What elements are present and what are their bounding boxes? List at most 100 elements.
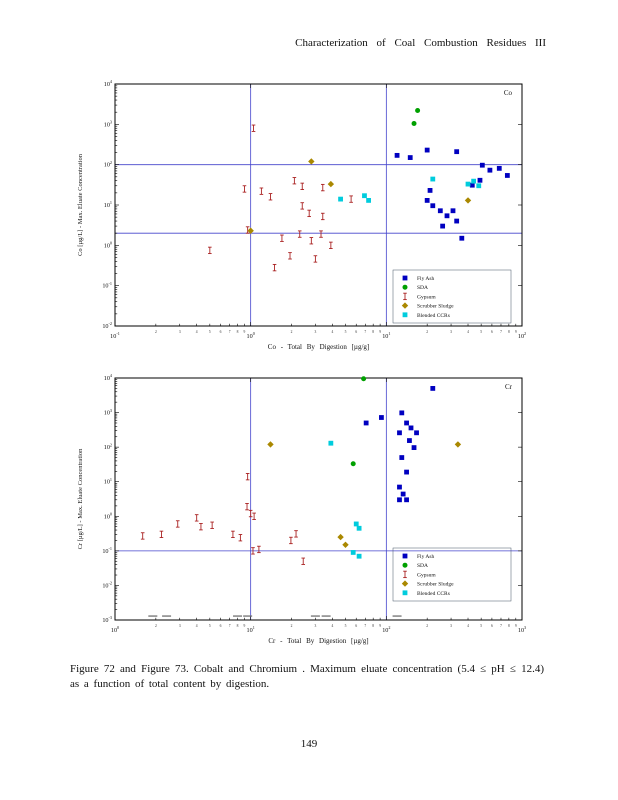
- y-axis-label: Co [µg/L] - Max. Eluate Concentration: [77, 153, 84, 256]
- legend-label: SDA: [417, 285, 428, 291]
- reference-gridlines: [115, 378, 522, 620]
- series-sda: [350, 376, 367, 467]
- minor-tick-label: 7: [229, 330, 231, 334]
- minor-tick-label: 2: [155, 330, 157, 334]
- series-sda: [411, 108, 421, 126]
- minor-tick-label: 6: [355, 624, 357, 628]
- plot-frame: [114, 377, 523, 621]
- minor-tick-label: 2: [291, 624, 293, 628]
- minor-tick-label: 4: [467, 330, 469, 334]
- minor-tick-label: 8: [508, 624, 510, 628]
- legend-label: Gypsum: [417, 572, 436, 578]
- minor-tick-label: 7: [500, 624, 502, 628]
- series-gypsum: [208, 124, 353, 272]
- minor-tick-label: 7: [500, 330, 502, 334]
- series-fly-ash: [363, 386, 436, 503]
- tick-label: 102: [518, 331, 526, 340]
- minor-tick-label: 6: [355, 330, 357, 334]
- tick-label: 101: [104, 200, 112, 209]
- minor-tick-label: 5: [345, 330, 347, 334]
- series-blended-ccrs: [338, 176, 482, 203]
- page-header: Characterization of Coal Combustion Resi…: [295, 37, 546, 49]
- minor-tick-label: 8: [372, 330, 374, 334]
- tick-label: 100: [104, 241, 112, 250]
- tick-label: 102: [104, 160, 112, 169]
- minor-tick-label: 2: [291, 330, 293, 334]
- cobalt-chart-figure: 10-1 2 3 4 5 6 7 8 9 100 2 3 4 5 6 7 8 9 101 2 3 4 5 6 7 8 9 102 10-…: [70, 74, 548, 356]
- minor-tick-label: 9: [379, 624, 381, 628]
- minor-tick-label: 4: [331, 330, 333, 334]
- minor-tick-label: 3: [450, 330, 452, 334]
- minor-tick-label: 3: [314, 624, 316, 628]
- x-axis-label: Co - Total By Digestion [µg/g]: [268, 343, 369, 351]
- plot-frame: [114, 83, 523, 327]
- corner-label: Cr: [505, 383, 513, 391]
- legend-label: Fly Ash: [417, 554, 435, 560]
- tick-label: 102: [104, 442, 112, 451]
- tick-label: 101: [104, 477, 112, 486]
- minor-tick-label: 5: [480, 330, 482, 334]
- axis-ticks: [114, 377, 523, 621]
- page-number: 149: [300, 738, 318, 750]
- minor-tick-label: 2: [426, 330, 428, 334]
- tick-label: 10-1: [102, 281, 112, 290]
- tick-label: 10-1: [102, 546, 112, 555]
- axis-ticks: [114, 83, 523, 327]
- minor-tick-label: 6: [491, 330, 493, 334]
- series-fly-ash: [394, 147, 510, 241]
- legend-label: Scrubber Sludge: [417, 582, 454, 588]
- legend-label: Blended CCRs: [417, 313, 450, 319]
- minor-tick-label: 3: [314, 330, 316, 334]
- tick-label: 10-2: [102, 581, 112, 590]
- series-scrubber-sludge: [267, 441, 462, 548]
- minor-tick-label: 8: [237, 624, 239, 628]
- minor-tick-label: 2: [155, 624, 157, 628]
- tick-label: 104: [104, 373, 113, 382]
- minor-tick-label: 3: [179, 624, 181, 628]
- minor-tick-label: 8: [372, 624, 374, 628]
- tick-label: 100: [104, 511, 112, 520]
- minor-tick-label: 5: [209, 624, 211, 628]
- tick-label: 102: [382, 625, 390, 634]
- tick-label: 101: [247, 625, 255, 634]
- tick-label: 103: [104, 408, 112, 417]
- minor-tick-label: 6: [220, 330, 222, 334]
- minor-tick-label: 7: [364, 330, 366, 334]
- minor-tick-label: 7: [229, 624, 231, 628]
- minor-tick-label: 4: [331, 624, 333, 628]
- minor-tick-label: 6: [491, 624, 493, 628]
- legend: Fly Ash SDA Gypsum Scrubber Sludge Blended C…: [392, 269, 512, 324]
- reference-gridlines: [115, 84, 522, 326]
- minor-tick-label: 5: [345, 624, 347, 628]
- minor-tick-label: 6: [220, 624, 222, 628]
- minor-tick-label: 4: [467, 624, 469, 628]
- tick-label: 100: [111, 625, 119, 634]
- minor-tick-label: 8: [508, 330, 510, 334]
- minor-tick-label: 9: [515, 624, 517, 628]
- minor-tick-label: 3: [179, 330, 181, 334]
- figure-caption: Figure 72 and Figure 73. Cobalt and Chro…: [70, 663, 544, 690]
- legend: Fly Ash SDA Gypsum Scrubber Sludge Blended C…: [392, 547, 512, 602]
- tick-label: 101: [382, 331, 390, 340]
- tick-label: 104: [104, 79, 113, 88]
- legend-label: Blended CCRs: [417, 591, 450, 597]
- tick-label: 100: [247, 331, 255, 340]
- minor-tick-label: 9: [244, 624, 246, 628]
- minor-tick-label: 8: [237, 330, 239, 334]
- minor-tick-label: 5: [480, 624, 482, 628]
- x-axis-label: Cr - Total By Digestion [µg/g]: [268, 637, 368, 645]
- tick-label: 10-3: [102, 615, 112, 624]
- minor-tick-label: 2: [426, 624, 428, 628]
- minor-tick-label: 4: [196, 330, 198, 334]
- chromium-chart-figure: 100 2 3 4 5 6 7 8 9 101 2 3 4 5 6 7 8 9 102 2 3 4 5 6 7 8 9 103 10-3…: [70, 368, 548, 650]
- minor-tick-label: 9: [244, 330, 246, 334]
- legend-label: Scrubber Sludge: [417, 304, 454, 310]
- minor-tick-label: 3: [450, 624, 452, 628]
- series-blended-ccrs: [328, 440, 362, 559]
- tick-label: 103: [518, 625, 526, 634]
- corner-label: Co: [504, 89, 513, 97]
- tick-label: 103: [104, 120, 112, 129]
